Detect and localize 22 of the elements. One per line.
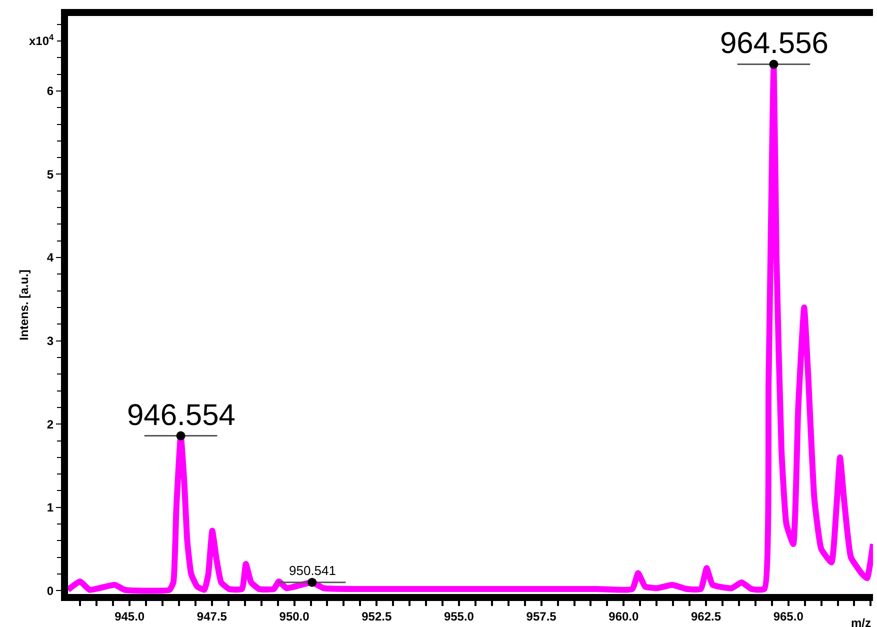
x-axis-title: m/z xyxy=(851,616,872,627)
y-axis-title: Intens. [a.u.] xyxy=(17,270,32,340)
annotation: 964.556 xyxy=(720,27,828,60)
y-tick-label: 1 xyxy=(46,500,54,515)
annotation: 946.554 xyxy=(127,399,236,432)
y-tick-label: 4 xyxy=(46,250,54,265)
x-tick-label: 952.5 xyxy=(362,609,392,624)
y-tick-label: 2 xyxy=(46,417,54,432)
x-tick-label: 955.0 xyxy=(444,609,474,624)
x-tick-label: 962.5 xyxy=(690,609,722,624)
x-tick-label: 965.0 xyxy=(773,609,804,624)
x-tick-label: 950.0 xyxy=(279,609,310,624)
x-tick-label: 957.5 xyxy=(526,609,557,624)
x-tick-label: 960.0 xyxy=(608,609,639,624)
annotation: 950.541 xyxy=(289,563,336,578)
y-tick-label: 5 xyxy=(46,167,54,182)
y-tick-label: 6 xyxy=(46,84,54,98)
x-tick-label: 947.5 xyxy=(196,609,228,624)
text: x10$^{4}$ xyxy=(29,32,54,48)
x-tick-label: 945.0 xyxy=(114,609,145,624)
y-tick-label: 3 xyxy=(46,334,54,348)
y-tick-label: 0 xyxy=(46,584,54,598)
